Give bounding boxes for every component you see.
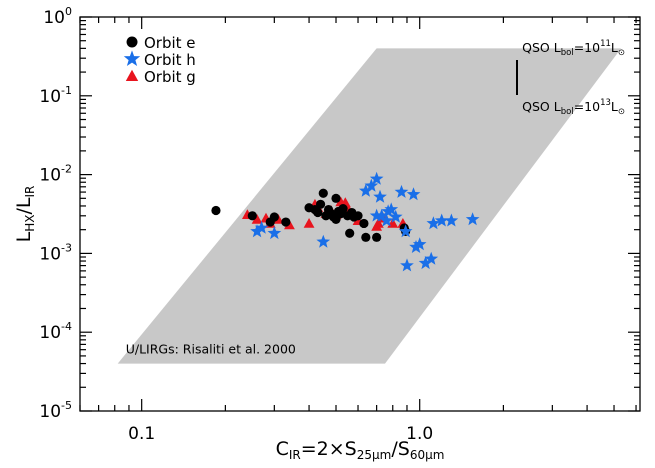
points-layer bbox=[211, 171, 480, 272]
circle-point bbox=[269, 212, 279, 222]
star-point bbox=[374, 208, 389, 222]
y-tick-label: 10-1 bbox=[39, 84, 72, 107]
star-point bbox=[412, 237, 427, 251]
star-point bbox=[444, 213, 459, 227]
star-point bbox=[434, 213, 449, 227]
circle-point bbox=[318, 188, 328, 198]
circle-point bbox=[247, 211, 257, 221]
x-axis-title: CIR=2×S25μm/S60μm bbox=[276, 438, 445, 462]
circle-point bbox=[353, 211, 363, 221]
series-orbit-e bbox=[211, 188, 411, 242]
circle-point bbox=[338, 204, 348, 214]
star-point bbox=[373, 189, 387, 203]
circle-point bbox=[372, 232, 382, 242]
qso-annotation-top: QSO Lbol=1011L⊙ bbox=[522, 39, 625, 58]
x-axis-label: CIR=2×S25μm/S60μm bbox=[276, 438, 445, 462]
series-orbit-h bbox=[250, 171, 480, 272]
star-point bbox=[364, 178, 379, 192]
y-tick-label: 10-4 bbox=[39, 320, 72, 343]
circle-point bbox=[315, 199, 326, 209]
circle-point bbox=[313, 207, 323, 218]
star-point bbox=[424, 251, 439, 265]
triangle-point bbox=[303, 218, 315, 228]
star-point bbox=[316, 234, 331, 248]
star-point bbox=[465, 212, 480, 226]
legend-marker-triangle bbox=[125, 69, 139, 81]
circle-point bbox=[359, 218, 369, 229]
star-point bbox=[398, 224, 413, 238]
star-point bbox=[426, 216, 441, 230]
y-tick-label: 10-2 bbox=[39, 163, 72, 186]
y-tick-label: 10-5 bbox=[39, 399, 72, 422]
star-point bbox=[409, 240, 423, 253]
region-layer bbox=[117, 48, 622, 364]
star-point bbox=[379, 213, 394, 227]
region-label: U/LIRGs: Risaliti et al. 2000 bbox=[126, 342, 296, 357]
circle-point bbox=[361, 232, 371, 242]
star-point bbox=[381, 204, 395, 218]
legend-marker-star bbox=[123, 50, 141, 66]
star-point bbox=[254, 220, 269, 234]
x-tick-label: 1.0 bbox=[406, 424, 433, 444]
y-tick-label: 100 bbox=[43, 5, 72, 28]
legend-marker-circle bbox=[126, 36, 138, 48]
plot-frame bbox=[79, 16, 641, 412]
circle-point bbox=[331, 193, 341, 203]
triangle-point bbox=[372, 218, 384, 228]
circle-point bbox=[281, 217, 291, 227]
star-point bbox=[359, 183, 373, 197]
star-point bbox=[384, 202, 399, 216]
star-point bbox=[267, 226, 282, 240]
circle-point bbox=[211, 205, 221, 216]
star-point bbox=[406, 187, 421, 201]
legend-label: Orbit h bbox=[144, 51, 196, 69]
x-tick-label: 0.1 bbox=[128, 424, 155, 444]
legend-label: Orbit e bbox=[144, 34, 196, 52]
y-tick-label: 10-3 bbox=[39, 241, 72, 264]
star-point bbox=[400, 258, 414, 272]
circle-point bbox=[345, 228, 355, 238]
star-point bbox=[250, 224, 264, 238]
star-point bbox=[394, 184, 409, 198]
star-point bbox=[418, 256, 433, 270]
star-point bbox=[369, 208, 384, 222]
triangle-point bbox=[251, 214, 263, 224]
shaded-region bbox=[117, 48, 622, 364]
y-axis-title: LHX/LIR bbox=[13, 186, 37, 243]
ticks-layer: 0.1 1.0 10-5 10-4 10-3 10-2 10-1 100 bbox=[39, 5, 640, 444]
y-axis-label: LHX/LIR bbox=[13, 186, 37, 243]
legend-label: Orbit g bbox=[144, 68, 196, 86]
star-point bbox=[388, 209, 403, 223]
qso-label: QSO Lbol=1011L⊙ bbox=[522, 39, 625, 58]
star-point bbox=[369, 171, 384, 185]
qso-annotation-bottom: QSO Lbol=1013L⊙ bbox=[522, 98, 625, 117]
qso-label: QSO Lbol=1013L⊙ bbox=[522, 98, 625, 117]
